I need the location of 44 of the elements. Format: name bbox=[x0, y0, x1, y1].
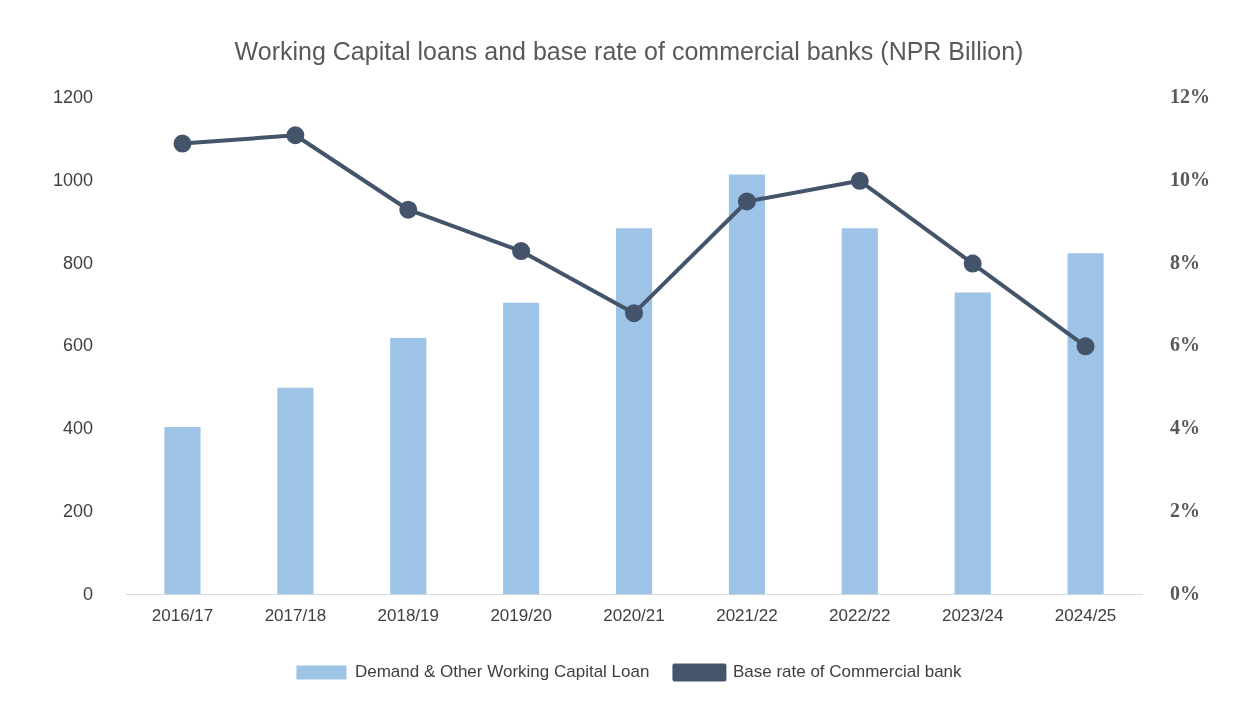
legend-label: Demand & Other Working Capital Loan bbox=[354, 662, 650, 682]
y2-tick-label: 10% bbox=[1170, 167, 1210, 190]
y2-tick-label: 2% bbox=[1170, 499, 1200, 522]
point bbox=[173, 134, 192, 153]
point bbox=[850, 171, 869, 190]
point bbox=[737, 192, 756, 211]
point bbox=[399, 200, 418, 219]
point bbox=[963, 254, 982, 273]
bar bbox=[954, 292, 991, 595]
legend-label: Base rate of Commercial bank bbox=[732, 662, 963, 682]
x-tick-label: 2020/21 bbox=[603, 606, 665, 626]
y-tick-label: 0 bbox=[83, 583, 94, 604]
bar bbox=[841, 228, 878, 595]
x-tick-label: 2019/20 bbox=[490, 606, 552, 626]
y2-tick-label: 4% bbox=[1170, 416, 1200, 439]
bar bbox=[277, 387, 314, 595]
y-tick-label: 600 bbox=[63, 335, 94, 356]
y2-tick-label: 8% bbox=[1170, 250, 1200, 273]
bar bbox=[164, 427, 201, 595]
x-tick-label: 2016/17 bbox=[151, 606, 214, 626]
y2-tick-label: 0% bbox=[1170, 581, 1200, 604]
y-tick-label: 800 bbox=[63, 252, 94, 273]
x-tick-label: 2024/25 bbox=[1054, 606, 1117, 626]
y-tick-label: 1000 bbox=[53, 169, 94, 190]
x-tick-label: 2022/22 bbox=[829, 606, 891, 626]
y2-tick-label: 6% bbox=[1170, 333, 1200, 356]
x-tick-label: 2017/18 bbox=[264, 606, 327, 626]
point bbox=[625, 304, 644, 323]
bar bbox=[503, 302, 540, 595]
bar bbox=[615, 228, 653, 595]
bar bbox=[390, 338, 427, 595]
x-tick-label: 2023/24 bbox=[941, 606, 1004, 626]
bar bbox=[1067, 253, 1104, 595]
bar bbox=[728, 174, 765, 595]
y-tick-label: 200 bbox=[63, 500, 94, 521]
point bbox=[286, 126, 305, 145]
x-tick-label: 2021/22 bbox=[716, 606, 778, 626]
x-tick-label: 2018/19 bbox=[377, 606, 439, 626]
y-tick-label: 1200 bbox=[53, 86, 94, 107]
y-tick-label: 400 bbox=[63, 418, 94, 439]
point bbox=[1076, 337, 1095, 356]
y2-tick-label: 12% bbox=[1170, 85, 1210, 108]
point bbox=[512, 242, 531, 261]
chart-title: Working Capital loans and base rate of commercial banks (NPR Billion) bbox=[234, 36, 1024, 65]
